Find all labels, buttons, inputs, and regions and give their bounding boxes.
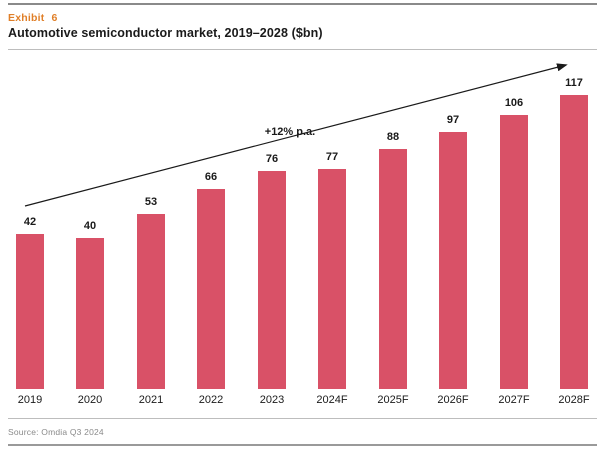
bar: [560, 95, 588, 389]
bar-category-label: 2028F: [558, 394, 590, 406]
bar-value-label: 77: [325, 151, 339, 163]
page-title: Automotive semiconductor market, 2019–20…: [8, 26, 323, 40]
bar-category-label: 2026F: [437, 394, 469, 406]
bar: [379, 149, 407, 389]
bar-chart: +12% p.a. 42 2019 40 2020 53 2021 66 2022 76 2023…: [0, 52, 600, 412]
footer-divider: [8, 418, 597, 419]
bar-value-label: 40: [83, 220, 97, 232]
bar-category-label: 2021: [138, 394, 164, 406]
bar-category-label: 2024F: [316, 394, 348, 406]
bar-category-label: 2019: [17, 394, 43, 406]
bar-value-label: 97: [446, 114, 460, 126]
bar-category-label: 2025F: [377, 394, 409, 406]
bar-category-label: 2022: [198, 394, 224, 406]
bar-category-label: 2027F: [498, 394, 530, 406]
top-rule: [8, 3, 597, 5]
bottom-rule: [8, 444, 597, 446]
bar-value-label: 76: [265, 153, 279, 165]
header-divider: [8, 49, 597, 50]
bar: [197, 189, 225, 389]
bar: [137, 214, 165, 389]
bar: [16, 234, 44, 389]
bar-value-label: 117: [565, 77, 583, 89]
bar: [318, 169, 346, 389]
bar: [76, 238, 104, 389]
source-note: Source: Omdia Q3 2024: [8, 427, 104, 437]
bar: [500, 115, 528, 389]
bar-value-label: 42: [23, 216, 37, 228]
bar-value-label: 106: [504, 97, 524, 109]
bar-category-label: 2020: [77, 394, 103, 406]
growth-annotation: +12% p.a.: [264, 126, 316, 138]
bar-value-label: 53: [144, 196, 158, 208]
bar: [258, 171, 286, 389]
bar: [439, 132, 467, 389]
bar-value-label: 88: [386, 131, 400, 143]
exhibit-label: Exhibit 6: [8, 12, 58, 24]
bar-value-label: 66: [204, 171, 218, 183]
bar-category-label: 2023: [259, 394, 285, 406]
